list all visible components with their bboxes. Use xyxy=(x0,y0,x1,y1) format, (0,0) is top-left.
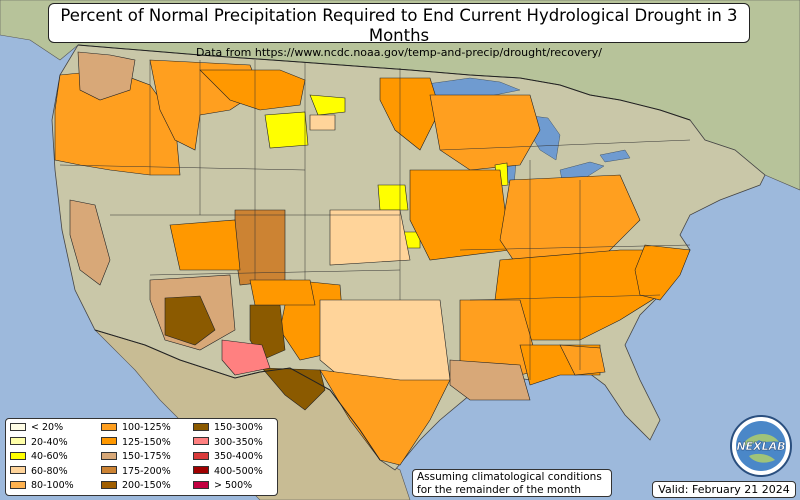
region-wyoming-yellow xyxy=(264,111,309,149)
region-az-brown xyxy=(164,295,216,346)
drought-regions xyxy=(54,51,691,466)
region-mn xyxy=(379,77,441,151)
legend-item: 40-60% xyxy=(10,450,68,463)
region-louisiana-tan xyxy=(449,359,531,401)
mexico-border-line xyxy=(94,329,381,461)
legend-swatch xyxy=(101,437,117,445)
legend-swatch xyxy=(10,466,26,474)
legend-item: 20-40% xyxy=(10,436,68,449)
region-nd-yellow xyxy=(309,94,346,116)
legend: < 20% 20-40% 40-60% 60-80% 80-100% 100-125% 12… xyxy=(5,418,278,496)
legend-label: 125-150% xyxy=(122,436,171,448)
legend-label: > 500% xyxy=(214,480,253,491)
legend-swatch xyxy=(10,451,26,460)
legend-label: 200-150% xyxy=(122,480,171,491)
legend-swatch xyxy=(10,480,26,489)
note-line-1: Assuming climatological conditions xyxy=(417,471,602,483)
note-line-2: for the remainder of the month xyxy=(417,483,582,496)
region-mt-east xyxy=(199,69,306,111)
title-box: Percent of Normal Precipitation Required… xyxy=(48,3,750,59)
region-sd-light xyxy=(309,114,336,131)
legend-label: 20-40% xyxy=(31,436,68,448)
legend-swatch xyxy=(193,466,209,474)
legend-swatch xyxy=(10,422,26,431)
legend-item: 80-100% xyxy=(10,479,74,492)
legend-swatch xyxy=(101,466,117,474)
legend-swatch xyxy=(101,422,117,431)
legend-swatch xyxy=(193,437,209,445)
legend-item: 400-500% xyxy=(193,465,263,478)
legend-item: > 500% xyxy=(193,479,252,492)
legend-item: 300-350% xyxy=(193,436,263,449)
page-title: Percent of Normal Precipitation Required… xyxy=(60,6,738,45)
page-subtitle: Data from https://www.ncdc.noaa.gov/temp… xyxy=(196,46,602,59)
globe-logo-icon: NEXLAB xyxy=(730,415,792,477)
logo-text: NEXLAB xyxy=(736,440,785,453)
legend-item: 200-150% xyxy=(101,479,171,492)
legend-swatch xyxy=(10,437,26,445)
legend-swatch xyxy=(101,480,117,489)
legend-label: 300-350% xyxy=(214,436,263,448)
region-nm-north xyxy=(249,279,316,306)
legend-label: 150-300% xyxy=(214,422,263,433)
region-nm-pink xyxy=(221,339,271,376)
region-central-plains xyxy=(329,209,411,266)
region-florida-panhandle xyxy=(559,344,606,376)
region-nebraska-yellow xyxy=(377,184,409,211)
region-midwest-orange xyxy=(409,169,511,261)
legend-label: 40-60% xyxy=(31,451,68,462)
canada-border-line xyxy=(77,44,691,121)
region-wa-tan xyxy=(77,51,136,101)
valid-date-label: Valid: February 21 2024 xyxy=(652,481,796,498)
legend-swatch xyxy=(101,451,117,460)
legend-label: 150-175% xyxy=(122,451,171,462)
legend-item: 150-175% xyxy=(101,450,171,463)
legend-swatch xyxy=(193,451,209,460)
legend-label: 175-200% xyxy=(122,465,171,477)
legend-label: 350-400% xyxy=(214,451,263,462)
legend-swatch xyxy=(193,422,209,431)
region-sw-orange xyxy=(169,219,241,271)
legend-label: 400-500% xyxy=(214,465,263,477)
assumption-note: Assuming climatological conditions for t… xyxy=(412,469,612,497)
region-texas-south xyxy=(319,369,451,466)
legend-item: 60-80% xyxy=(10,465,68,478)
state-boundaries xyxy=(59,60,691,380)
region-ut-co-brown xyxy=(234,209,286,286)
legend-label: 100-125% xyxy=(122,422,171,433)
region-ca-tan xyxy=(69,199,111,286)
legend-item: 175-200% xyxy=(101,465,171,478)
legend-item: 350-400% xyxy=(193,450,263,463)
legend-label: 80-100% xyxy=(31,480,74,491)
legend-label: 60-80% xyxy=(31,465,68,477)
legend-swatch xyxy=(193,480,209,489)
legend-item: 125-150% xyxy=(101,436,171,449)
region-carolinas xyxy=(634,244,691,301)
legend-item: 100-125% xyxy=(101,421,171,434)
legend-item: 150-300% xyxy=(193,421,263,434)
legend-item: < 20% xyxy=(10,421,63,434)
legend-label: < 20% xyxy=(31,422,64,433)
